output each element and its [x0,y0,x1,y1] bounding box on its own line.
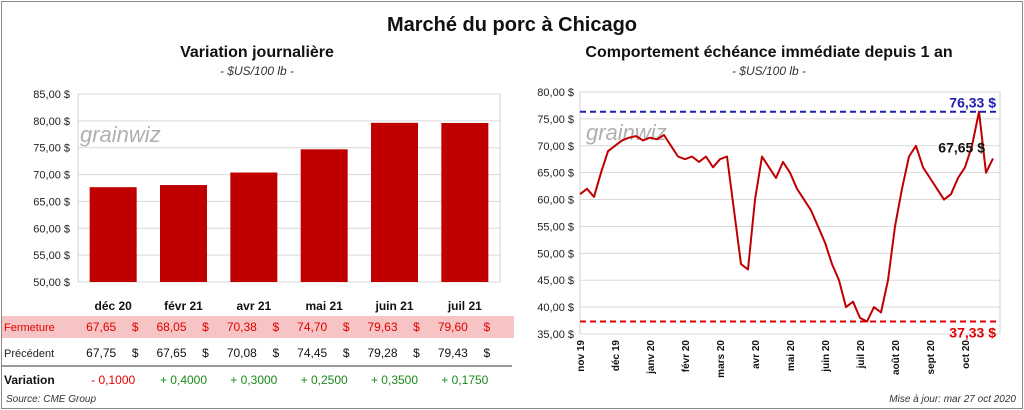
line-y-tick-label: 55,00 $ [537,221,574,233]
close-value: 67,65 [86,320,116,334]
prev-value: 74,45 [297,346,327,360]
variation-row-label: Variation [4,373,55,387]
line-x-tick-label: mai 20 [786,340,797,372]
line-chart: 35,00 $ 40,00 $ 45,00 $ 50,00 $ 55,00 $ 60,00… [537,87,1001,378]
prev-currency: $ [343,346,350,360]
prev-currency: $ [272,346,279,360]
update-note: Mise à jour: mar 27 oct 2020 [889,394,1016,405]
variation-value: + 0,1750 [441,373,488,387]
last-value-label: 67,65 $ [938,139,985,155]
line-x-tick-label: janv 20 [646,340,657,375]
prev-value: 79,28 [367,346,397,360]
close-row-background [2,316,514,338]
line-y-tick-label: 40,00 $ [537,302,574,314]
prev-value: 67,75 [86,346,116,360]
bar-category-label: juin 21 [374,299,413,313]
line-x-tick-label: sept 20 [926,340,937,375]
line-y-tick-label: 70,00 $ [537,141,574,153]
line-chart-subtitle: - $US/100 lb - [731,64,807,78]
source-note: Source: CME Group [6,394,97,405]
bar-category-label: avr 21 [236,299,271,313]
variation-value: + 0,4000 [160,373,207,387]
bar-y-tick-label: 60,00 $ [33,223,70,235]
prev-value: 79,43 [438,346,468,360]
bar [230,172,278,282]
close-value: 68,05 [156,320,186,334]
high-label: 76,33 $ [949,95,996,111]
bar [160,185,207,282]
line-chart-title: Comportement échéance immédiate depuis 1… [585,44,953,61]
line-y-tick-label: 80,00 $ [537,87,574,99]
variation-value: - 0,1000 [91,373,135,387]
bar [441,123,489,283]
bar-y-tick-label: 80,00 $ [33,116,70,128]
bar [89,187,137,282]
bar-y-tick-label: 50,00 $ [33,277,70,289]
close-value: 79,60 [438,320,468,334]
bar [300,149,348,282]
watermark-text: grainwiz [586,120,667,145]
line-y-tick-label: 50,00 $ [537,248,574,260]
line-plot-area [579,91,1001,335]
close-currency: $ [202,320,209,334]
line-x-tick-label: déc 19 [611,340,622,372]
bar-y-tick-label: 55,00 $ [33,250,70,262]
line-x-tick-label: févr 20 [681,340,692,373]
close-value: 70,38 [227,320,257,334]
variation-value: + 0,2500 [301,373,348,387]
line-x-tick-label: oct 20 [961,340,972,369]
close-currency: $ [413,320,420,334]
prev-row-label: Précédent [4,348,54,360]
close-currency: $ [343,320,350,334]
variation-value: + 0,3000 [230,373,277,387]
bar-y-tick-label: 75,00 $ [33,143,70,155]
line-x-tick-label: avr 20 [751,340,762,369]
bar [371,122,418,282]
main-title: Marché du porc à Chicago [386,14,638,36]
prev-currency: $ [483,346,490,360]
prev-value: 70,08 [227,346,257,360]
line-x-tick-label: nov 19 [576,340,587,372]
bar-category-label: févr 21 [164,299,203,313]
bar-category-label: déc 20 [94,299,132,313]
line-y-tick-label: 45,00 $ [537,275,574,287]
close-currency: $ [132,320,139,334]
bar-chart-title: Variation journalière [180,44,334,61]
price-series-line [579,110,994,323]
variation-value: + 0,3500 [371,373,418,387]
bar-chart: 50,00 $ 55,00 $ 60,00 $ 65,00 $ 70,00 $ 75,00… [2,89,514,387]
close-currency: $ [272,320,279,334]
close-row-label: Fermeture [4,322,55,334]
line-x-tick-label: juil 20 [856,340,867,370]
close-currency: $ [483,320,490,334]
bar-y-tick-label: 85,00 $ [33,89,70,101]
line-x-tick-label: mars 20 [716,340,727,378]
prev-currency: $ [132,346,139,360]
bar-y-tick-label: 65,00 $ [33,196,70,208]
prev-value: 67,65 [156,346,186,360]
prev-currency: $ [202,346,209,360]
line-y-tick-label: 60,00 $ [537,195,574,207]
watermark-text: grainwiz [80,122,161,147]
line-x-tick-label: juin 20 [821,340,832,373]
bar-chart-subtitle: - $US/100 lb - [219,64,295,78]
line-y-tick-label: 35,00 $ [537,329,574,341]
bar-category-label: juil 21 [447,299,482,313]
bar-y-tick-label: 70,00 $ [33,170,70,182]
prev-currency: $ [413,346,420,360]
close-value: 79,63 [367,320,397,334]
bar-category-label: mai 21 [305,299,343,313]
bar-plot-area [77,93,501,283]
line-x-tick-label: août 20 [891,340,902,375]
low-label: 37,33 $ [949,324,996,340]
close-value: 74,70 [297,320,327,334]
line-y-tick-label: 65,00 $ [537,168,574,180]
line-y-tick-label: 75,00 $ [537,114,574,126]
